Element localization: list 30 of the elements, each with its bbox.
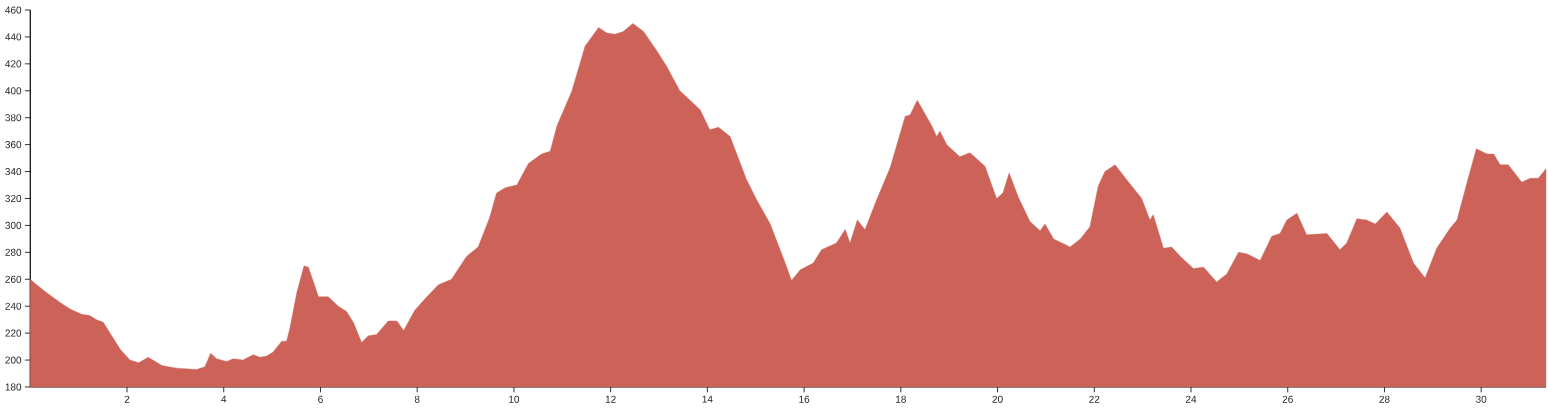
x-tick-label: 10: [509, 395, 520, 403]
x-tick-label: 16: [799, 395, 810, 403]
y-tick-label: 280: [5, 248, 22, 256]
y-tick-label: 420: [5, 60, 22, 68]
y-tick-label: 320: [5, 194, 22, 203]
y-tick-label: 220: [5, 329, 22, 337]
x-tick-label: 30: [1476, 395, 1487, 403]
y-tick-label: 200: [5, 356, 22, 364]
x-tick-label: 22: [1089, 395, 1100, 403]
x-tick-label: 6: [318, 395, 323, 403]
y-tick-label: 460: [5, 6, 22, 14]
y-tick-label: 400: [5, 87, 22, 95]
x-tick-label: 18: [896, 395, 906, 403]
x-tick-label: 28: [1379, 395, 1390, 403]
x-tick-label: 24: [1185, 395, 1197, 403]
y-tick-label: 240: [5, 302, 22, 310]
x-tick-label: 8: [414, 395, 420, 403]
x-tick-label: 4: [221, 395, 227, 403]
y-tick-label: 300: [5, 221, 22, 229]
x-tick-label: 14: [702, 395, 713, 403]
y-tick-label: 180: [5, 383, 22, 391]
y-tick-label: 440: [5, 33, 22, 41]
y-tick-label: 340: [5, 168, 22, 176]
x-tick-label: 26: [1282, 395, 1293, 403]
y-tick-label: 360: [5, 141, 22, 149]
x-tick-label: 20: [992, 395, 1003, 403]
y-tick-label: 380: [5, 114, 22, 122]
y-tick-label: 260: [5, 275, 22, 283]
x-tick-label: 2: [124, 395, 130, 403]
x-tick-label: 12: [605, 395, 616, 403]
